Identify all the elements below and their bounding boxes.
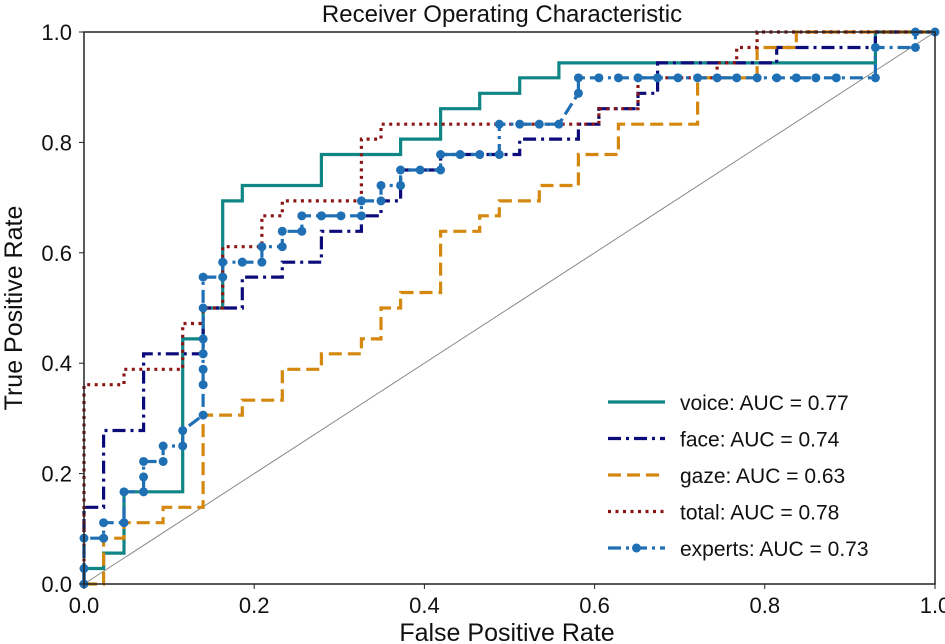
series-point-experts [870, 73, 880, 83]
x-axis-title: False Positive Rate [399, 619, 614, 644]
legend-label-voice: voice: AUC = 0.77 [680, 392, 849, 415]
y-tick-label: 0.0 [41, 572, 72, 597]
series-point-experts [178, 441, 188, 451]
x-tick-label: 0.2 [239, 593, 270, 618]
y-axis: 0.0 0.2 0.4 0.6 0.8 1.0 [41, 20, 84, 597]
series-point-experts [257, 242, 267, 252]
series-point-experts [237, 257, 247, 267]
series-line-gaze [84, 30, 935, 586]
series-point-experts [316, 211, 326, 221]
series-point-experts [119, 487, 129, 497]
series-point-experts [494, 119, 504, 129]
series-point-experts [277, 242, 287, 252]
x-tick-label: 1.0 [920, 593, 945, 618]
series-point-experts [198, 303, 208, 313]
series-point-experts [139, 472, 149, 482]
series-point-experts [791, 73, 801, 83]
series-point-experts [158, 441, 168, 451]
x-tick-label: 0.8 [750, 593, 781, 618]
series-point-experts [119, 518, 129, 528]
series-point-experts [139, 456, 149, 466]
series-point-experts [198, 364, 208, 374]
series-point-experts [198, 410, 208, 420]
series-point-experts [277, 226, 287, 236]
series-point-experts [415, 165, 425, 175]
series-point-experts [198, 272, 208, 282]
y-tick-label: 0.4 [41, 351, 72, 376]
series-point-experts [396, 180, 406, 190]
legend-label-experts: experts: AUC = 0.73 [680, 538, 869, 561]
series-point-experts [712, 73, 722, 83]
series-point-experts [158, 456, 168, 466]
series-point-experts [198, 334, 208, 344]
x-tick-label: 0.4 [409, 593, 440, 618]
series-point-experts [494, 150, 504, 160]
series-point-experts [573, 88, 583, 98]
series-point-experts [732, 73, 742, 83]
series-point-experts [772, 73, 782, 83]
plot-area [79, 27, 940, 589]
series-point-experts [336, 211, 346, 221]
series-point-experts [613, 73, 623, 83]
series-point-experts [534, 119, 544, 129]
series-point-experts [653, 73, 663, 83]
series-point-experts [356, 196, 366, 206]
series-point-experts [257, 257, 267, 267]
y-axis-title: True Positive Rate [0, 206, 28, 411]
series-point-experts [475, 150, 485, 160]
series-point-experts [633, 73, 643, 83]
x-tick-label: 0.6 [579, 593, 610, 618]
series-point-experts [356, 211, 366, 221]
series-point-experts [910, 42, 920, 52]
series-point-experts [693, 73, 703, 83]
chart-title: Receiver Operating Characteristic [322, 1, 682, 28]
chance-diagonal-line [83, 31, 936, 585]
series-point-experts [436, 150, 446, 160]
x-tick-label: 0.0 [69, 593, 100, 618]
series-point-experts [198, 349, 208, 359]
series-point-experts [198, 380, 208, 390]
plot-frame [83, 31, 936, 585]
series-point-experts [376, 196, 386, 206]
series-point-experts [554, 119, 564, 129]
series-point-experts [811, 73, 821, 83]
series-point-experts [218, 272, 228, 282]
legend-label-gaze: gaze: AUC = 0.63 [680, 465, 845, 488]
y-tick-label: 0.2 [41, 462, 72, 487]
series-point-experts [99, 518, 109, 528]
legend-marker-experts [632, 543, 641, 553]
series-point-experts [831, 73, 841, 83]
series-point-experts [99, 533, 109, 543]
y-tick-label: 0.6 [41, 241, 72, 266]
series-point-experts [594, 73, 604, 83]
series-point-experts [573, 73, 583, 83]
legend-label-total: total: AUC = 0.78 [680, 502, 839, 525]
x-axis: 0.0 0.2 0.4 0.6 0.8 1.0 [69, 584, 945, 618]
series-point-experts [673, 73, 683, 83]
legend-label-face: face: AUC = 0.74 [680, 429, 840, 452]
series-point-experts [455, 150, 465, 160]
series-point-experts [396, 165, 406, 175]
series-point-experts [297, 226, 307, 236]
series-point-experts [515, 119, 525, 129]
y-tick-label: 0.8 [41, 130, 72, 155]
series-point-experts [139, 487, 149, 497]
y-tick-label: 1.0 [41, 20, 72, 45]
legend: voice: AUC = 0.77 face: AUC = 0.74 gaze: A… [608, 392, 869, 561]
series-point-experts [376, 180, 386, 190]
series-point-experts [218, 257, 228, 267]
series-point-experts [870, 42, 880, 52]
series-point-experts [178, 426, 188, 436]
series-point-experts [436, 165, 446, 175]
series-point-experts [297, 211, 307, 221]
series-point-experts [752, 73, 762, 83]
